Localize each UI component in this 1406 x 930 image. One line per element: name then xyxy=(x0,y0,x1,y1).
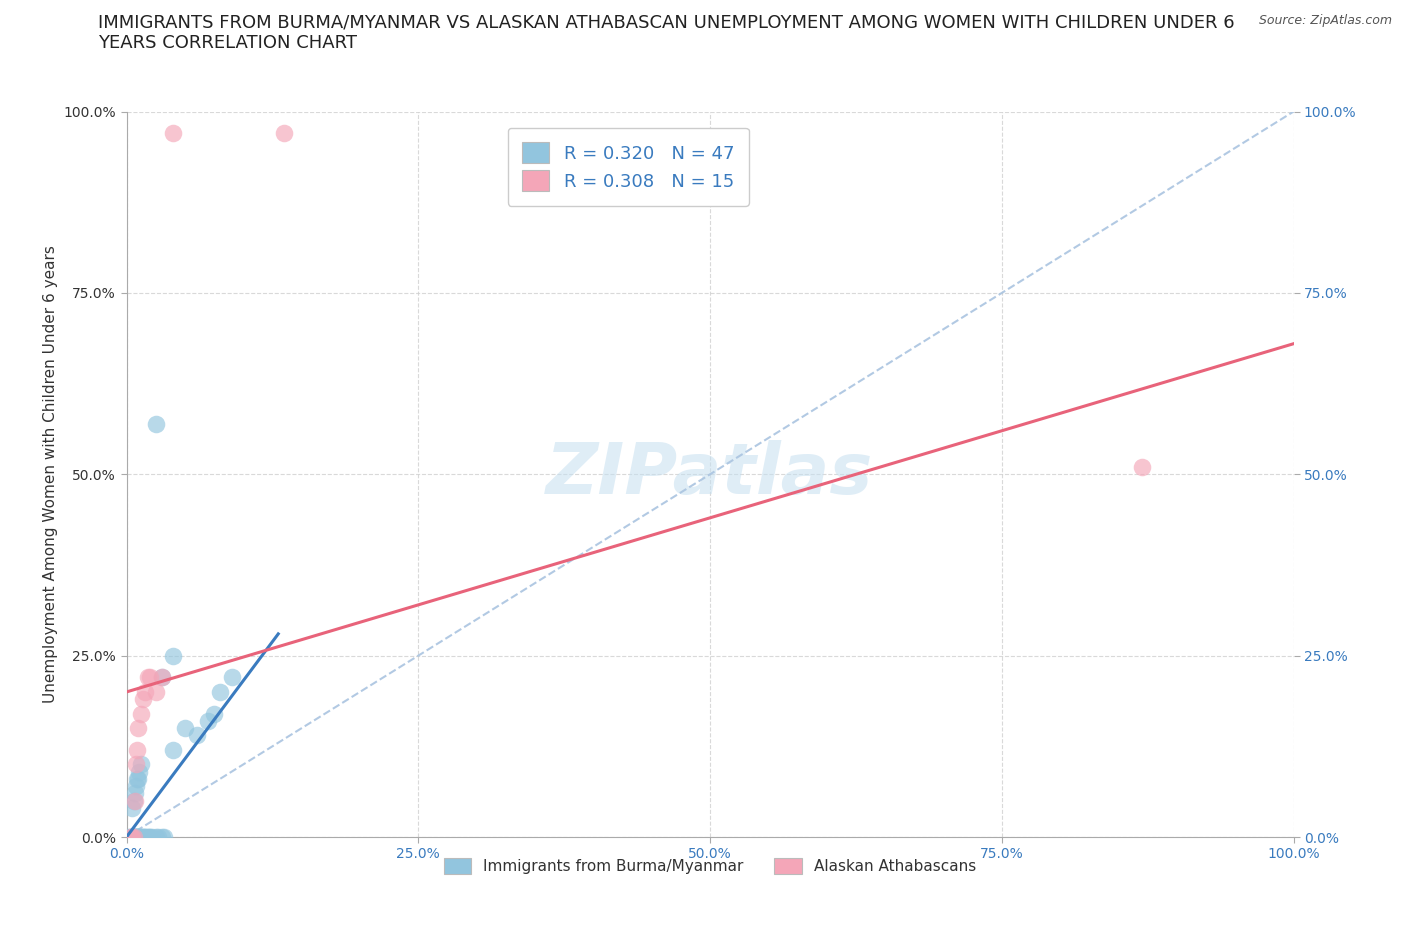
Point xyxy=(125,830,148,844)
Point xyxy=(122,830,145,844)
Point xyxy=(153,830,176,844)
Point xyxy=(125,830,148,844)
Point xyxy=(127,772,149,787)
Point xyxy=(125,772,148,787)
Point xyxy=(122,830,145,844)
Point xyxy=(135,830,157,844)
Point xyxy=(124,786,146,801)
Point xyxy=(186,728,208,743)
Point xyxy=(128,830,150,844)
Text: ZIPatlas: ZIPatlas xyxy=(547,440,873,509)
Point xyxy=(208,684,231,699)
Point xyxy=(131,830,153,844)
Point xyxy=(132,692,155,707)
Point xyxy=(121,801,143,816)
Point xyxy=(136,830,159,844)
Point xyxy=(124,830,146,844)
Point xyxy=(145,416,167,431)
Point xyxy=(121,830,143,844)
Point xyxy=(132,830,155,844)
Point xyxy=(125,778,148,793)
Point xyxy=(145,830,167,844)
Point xyxy=(136,670,159,684)
Point xyxy=(132,830,155,844)
Point xyxy=(162,126,184,140)
Point xyxy=(145,684,167,699)
Y-axis label: Unemployment Among Women with Children Under 6 years: Unemployment Among Women with Children U… xyxy=(44,246,58,703)
Point xyxy=(128,764,150,779)
Point xyxy=(162,742,184,757)
Point xyxy=(150,670,173,684)
Point xyxy=(202,706,225,721)
Point xyxy=(129,757,152,772)
Point xyxy=(174,721,197,736)
Point xyxy=(129,830,152,844)
Text: Source: ZipAtlas.com: Source: ZipAtlas.com xyxy=(1258,14,1392,27)
Point xyxy=(120,830,142,844)
Text: YEARS CORRELATION CHART: YEARS CORRELATION CHART xyxy=(98,34,357,52)
Point xyxy=(122,793,145,808)
Point xyxy=(121,830,143,844)
Point xyxy=(162,648,184,663)
Point xyxy=(125,757,148,772)
Point xyxy=(125,742,148,757)
Point xyxy=(197,713,219,728)
Point xyxy=(129,706,152,721)
Point xyxy=(124,830,146,844)
Point xyxy=(1130,459,1153,474)
Point xyxy=(139,830,162,844)
Point xyxy=(118,830,141,844)
Text: IMMIGRANTS FROM BURMA/MYANMAR VS ALASKAN ATHABASCAN UNEMPLOYMENT AMONG WOMEN WIT: IMMIGRANTS FROM BURMA/MYANMAR VS ALASKAN… xyxy=(98,14,1234,32)
Point xyxy=(127,721,149,736)
Point xyxy=(120,830,142,844)
Point xyxy=(141,830,163,844)
Point xyxy=(134,684,156,699)
Point xyxy=(127,830,149,844)
Point xyxy=(139,670,162,684)
Point xyxy=(125,830,148,844)
Point xyxy=(127,830,149,844)
Point xyxy=(146,830,169,844)
Point xyxy=(124,793,146,808)
Point xyxy=(118,830,141,844)
Point xyxy=(122,830,145,844)
Point xyxy=(221,670,243,684)
Point xyxy=(125,830,148,844)
Point xyxy=(138,830,160,844)
Point xyxy=(150,670,173,684)
Point xyxy=(134,830,156,844)
Point xyxy=(273,126,295,140)
Point xyxy=(150,830,173,844)
Legend: Immigrants from Burma/Myanmar, Alaskan Athabascans: Immigrants from Burma/Myanmar, Alaskan A… xyxy=(437,852,983,880)
